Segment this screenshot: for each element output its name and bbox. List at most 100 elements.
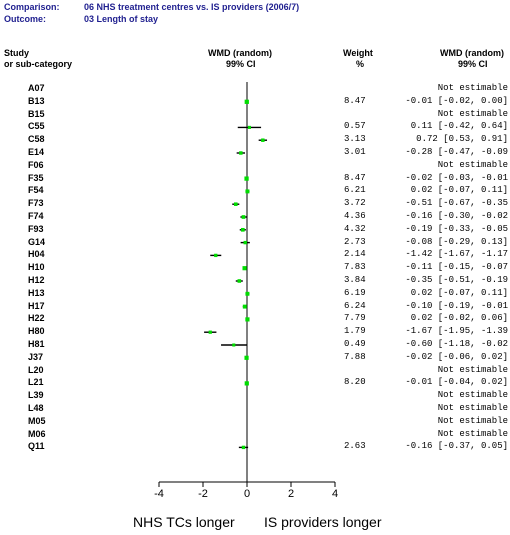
study-ci-text: Not estimable <box>437 428 508 439</box>
study-label: L39 <box>28 390 44 401</box>
weight-column-subheader: % <box>356 59 365 69</box>
weight-column-header: Weight <box>343 48 373 58</box>
effect-marker <box>247 125 251 129</box>
study-ci-text: -0.02 [-0.03, -0.01 <box>405 172 508 183</box>
study-weight: 8.20 <box>344 377 366 388</box>
effect-marker <box>232 343 236 347</box>
outcome-value: 03 Length of stay <box>84 14 159 24</box>
study-label: L48 <box>28 403 44 413</box>
ci-column-header: WMD (random) <box>440 48 504 58</box>
study-ci-text: 0.02 [-0.02, 0.06] <box>410 313 508 324</box>
effect-marker <box>234 202 238 206</box>
effect-marker <box>237 279 242 283</box>
effect-marker <box>245 317 250 322</box>
study-ci-text: -0.28 [-0.47, -0.09 <box>405 147 508 157</box>
study-weight: 8.47 <box>344 172 366 183</box>
comparison-value: 06 NHS treatment centres vs. IS provider… <box>84 2 300 12</box>
study-ci-text: -0.16 [-0.30, -0.02 <box>405 211 508 221</box>
study-ci-text: -0.16 [-0.37, 0.05] <box>405 441 508 452</box>
study-label: H12 <box>28 275 45 285</box>
study-label: M06 <box>28 428 46 439</box>
comparison-label: Comparison: <box>4 2 60 12</box>
x-tick-label: -2 <box>198 488 208 500</box>
study-label: A07 <box>28 83 45 93</box>
study-label: H13 <box>28 287 45 298</box>
study-ci-text: 0.02 [-0.07, 0.11] <box>410 185 508 196</box>
study-label: Q11 <box>28 441 45 452</box>
study-weight: 8.47 <box>344 95 366 106</box>
study-ci-text: Not estimable <box>437 83 508 93</box>
x-tick-label: -4 <box>154 488 164 500</box>
study-ci-text: Not estimable <box>437 415 508 426</box>
study-weight: 3.01 <box>344 147 366 157</box>
study-weight: 0.49 <box>344 339 366 349</box>
effect-marker <box>241 215 246 219</box>
study-ci-text: -0.02 [-0.06, 0.02] <box>405 351 508 362</box>
study-label: C58 <box>28 134 45 145</box>
ci-column-subheader: 99% CI <box>458 59 488 69</box>
study-ci-text: -1.42 [-1.67, -1.17 <box>405 249 508 260</box>
study-label: F93 <box>28 223 44 234</box>
study-ci-text: -0.19 [-0.33, -0.05 <box>405 223 508 234</box>
study-weight: 7.83 <box>344 262 366 273</box>
study-ci-text: -0.60 [-1.18, -0.02 <box>405 339 508 349</box>
study-weight: 2.63 <box>344 441 366 452</box>
study-ci-text: -0.01 [-0.04, 0.02] <box>405 377 508 388</box>
study-weight: 4.36 <box>344 211 366 221</box>
x-tick-label: 0 <box>243 488 251 500</box>
study-ci-text: -0.08 [-0.29, 0.13] <box>405 236 508 247</box>
study-ci-text: Not estimable <box>437 364 508 375</box>
study-label: F06 <box>28 159 44 170</box>
study-weight: 6.24 <box>344 300 366 311</box>
effect-marker <box>245 189 250 194</box>
study-label: H10 <box>28 262 45 273</box>
study-label: H17 <box>28 300 45 311</box>
study-weight: 3.13 <box>344 134 366 145</box>
effect-marker <box>244 176 249 181</box>
study-ci-text: Not estimable <box>437 159 508 170</box>
x-tick-label: 2 <box>287 488 295 500</box>
outcome-label: Outcome: <box>4 14 47 24</box>
study-ci-text: -1.67 [-1.95, -1.39 <box>405 326 508 337</box>
study-label: B15 <box>28 108 45 119</box>
study-ci-text: 0.02 [-0.07, 0.11] <box>410 287 508 298</box>
study-weight: 3.72 <box>344 198 366 209</box>
study-weight: 7.79 <box>344 313 366 324</box>
x-tick-label: 4 <box>331 488 339 500</box>
study-ci-text: -0.01 [-0.02, 0.00] <box>405 95 508 106</box>
study-label: F73 <box>28 198 44 209</box>
study-label: F54 <box>28 185 44 196</box>
study-weight: 7.88 <box>344 351 366 362</box>
study-label: H80 <box>28 326 45 337</box>
study-label: M05 <box>28 415 46 426</box>
plot-column-header: WMD (random) <box>208 48 272 58</box>
effect-marker <box>208 330 212 334</box>
study-weight: 3.84 <box>344 275 366 285</box>
effect-marker <box>261 138 265 142</box>
study-weight: 6.21 <box>344 185 366 196</box>
study-weight: 1.79 <box>344 326 366 337</box>
study-ci-text: -0.51 [-0.67, -0.35 <box>405 198 508 209</box>
study-label: H81 <box>28 339 45 349</box>
study-ci-text: 0.72 [0.53, 0.91] <box>416 134 508 145</box>
study-ci-text: 0.11 [-0.42, 0.64] <box>410 121 508 132</box>
study-label: H22 <box>28 313 45 324</box>
study-ci-text: Not estimable <box>437 390 508 401</box>
effect-marker <box>241 445 246 450</box>
study-ci-text: Not estimable <box>437 403 508 413</box>
effect-marker <box>244 99 249 104</box>
study-weight: 2.14 <box>344 249 366 260</box>
effect-marker <box>242 304 247 309</box>
effect-marker <box>240 227 245 232</box>
effect-marker <box>239 151 243 155</box>
effect-marker <box>245 291 250 296</box>
study-label: E14 <box>28 147 45 157</box>
study-label: J37 <box>28 351 44 362</box>
left-direction-label: NHS TCs longer <box>133 514 235 530</box>
study-ci-text: Not estimable <box>437 108 508 119</box>
study-label: F35 <box>28 172 44 183</box>
study-weight: 0.57 <box>344 121 366 132</box>
effect-marker <box>242 266 247 271</box>
study-label: H04 <box>28 249 45 260</box>
